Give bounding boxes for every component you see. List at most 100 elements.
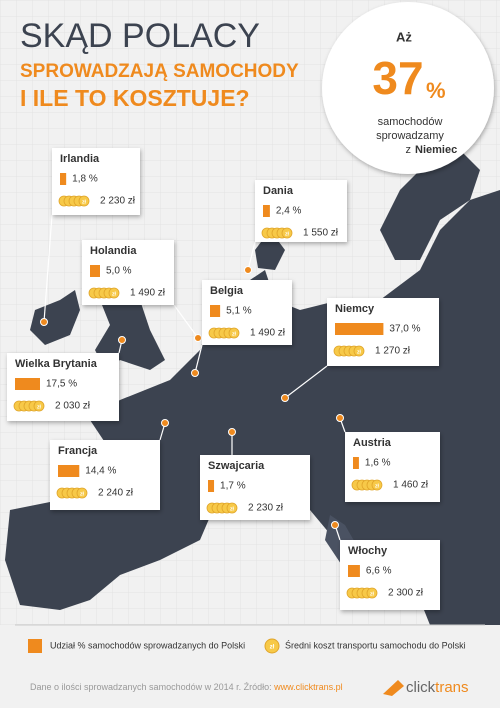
country-name: Irlandia — [60, 153, 100, 165]
coin — [76, 487, 88, 499]
coin-symbol: zł — [357, 349, 362, 355]
share-label: 1,8 % — [72, 174, 98, 185]
location-dot — [331, 521, 339, 529]
share-label: 5,1 % — [226, 306, 252, 317]
coin — [371, 479, 383, 491]
country-name: Austria — [353, 437, 392, 449]
country-name: Francja — [58, 445, 98, 457]
legend-coin — [264, 638, 280, 654]
share-label: 1,7 % — [220, 481, 246, 492]
cost-label: 1 270 zł — [375, 346, 411, 357]
highlight-circle — [322, 2, 494, 174]
share-bar — [348, 565, 360, 577]
coin-symbol: zł — [230, 506, 235, 512]
share-label: 37,0 % — [389, 324, 420, 335]
cost-label: 1 490 zł — [130, 288, 166, 299]
share-bar — [263, 205, 270, 217]
share-bar — [210, 305, 221, 317]
highlight-line: z — [406, 144, 412, 156]
share-label: 14,4 % — [85, 466, 116, 477]
location-dot — [194, 334, 202, 342]
highlight-number: 37 — [372, 52, 423, 104]
highlight-unit: % — [426, 78, 446, 103]
share-label: 5,0 % — [106, 266, 132, 277]
share-label: 6,6 % — [366, 566, 392, 577]
share-label: 1,6 % — [365, 458, 391, 469]
coin-symbol: zł — [375, 483, 380, 489]
share-bar — [335, 323, 384, 335]
country-name: Dania — [263, 185, 294, 197]
share-label: 17,5 % — [46, 379, 77, 390]
cost-label: 1 490 zł — [250, 328, 286, 339]
coin — [281, 227, 293, 239]
coin-symbol: zł — [232, 331, 237, 337]
leader-line — [43, 214, 53, 323]
coin-symbol: zł — [82, 199, 87, 205]
location-dot — [281, 394, 289, 402]
leader-line — [173, 304, 199, 339]
country-box — [345, 432, 440, 502]
logo-icon — [383, 680, 404, 696]
location-dot — [244, 266, 252, 274]
coin — [108, 287, 120, 299]
coin — [353, 345, 365, 357]
cost-label: 2 240 zł — [98, 488, 134, 499]
country-name: Holandia — [90, 245, 137, 257]
title-line-3: I ILE TO KOSZTUJE? — [20, 85, 250, 111]
footer-source: Dane o ilości sprowadzanych samochodów w… — [30, 682, 272, 692]
legend-text: Średni koszt transportu samochodu do Pol… — [285, 639, 466, 650]
cost-label: 1 460 zł — [393, 480, 429, 491]
logo: clicktrans — [406, 679, 469, 696]
coin-symbol: zł — [285, 231, 290, 237]
country-name: Szwajcaria — [208, 460, 265, 472]
location-dot — [228, 428, 236, 436]
share-bar — [15, 378, 40, 390]
footer-link: www.clicktrans.pl — [273, 682, 343, 692]
location-dot — [191, 369, 199, 377]
share-bar — [353, 457, 359, 469]
coin-symbol: zł — [80, 491, 85, 497]
location-dot — [40, 318, 48, 326]
share-bar — [208, 480, 215, 492]
coin — [78, 195, 90, 207]
share-bar — [90, 265, 100, 277]
cost-label: 2 030 zł — [55, 401, 91, 412]
coin-symbol: zł — [112, 291, 117, 297]
cost-label: 2 230 zł — [100, 196, 136, 207]
cost-label: 1 550 zł — [303, 228, 339, 239]
legend-coin-symbol: zł — [270, 645, 275, 651]
location-dot — [161, 419, 169, 427]
cost-label: 2 300 zł — [388, 588, 424, 599]
country-name: Niemcy — [335, 303, 375, 315]
legend-swatch — [28, 639, 42, 653]
leader-line — [194, 344, 203, 374]
country-name: Wielka Brytania — [15, 358, 98, 370]
country-name: Włochy — [348, 545, 388, 557]
logo-b: trans — [435, 679, 468, 696]
coin — [33, 400, 45, 412]
coin-symbol: zł — [37, 404, 42, 410]
footer-text: Dane o ilości sprowadzanych samochodów w… — [30, 682, 343, 692]
share-label: 2,4 % — [276, 206, 302, 217]
location-dot — [336, 414, 344, 422]
cost-label: 2 230 zł — [248, 503, 284, 514]
coin — [226, 502, 238, 514]
highlight-line: samochodów — [378, 116, 443, 128]
share-bar — [58, 465, 80, 477]
country-name: Belgia — [210, 285, 244, 297]
legend-text: Udział % samochodów sprowadzanych do Pol… — [50, 640, 245, 650]
highlight-line: sprowadzamy — [376, 130, 444, 142]
title-line-2: SPROWADZAJĄ SAMOCHODY — [20, 61, 299, 82]
highlight-line: Niemiec — [415, 144, 457, 156]
coin — [366, 587, 378, 599]
share-bar — [60, 173, 67, 185]
logo-a: click — [406, 679, 436, 696]
coin — [228, 327, 240, 339]
coin-symbol: zł — [370, 591, 375, 597]
leader-line — [247, 241, 256, 271]
location-dot — [118, 336, 126, 344]
title-line-1: SKĄD POLACY — [20, 17, 260, 55]
leader-line — [284, 365, 328, 399]
highlight-prefix: Aż — [396, 29, 412, 44]
